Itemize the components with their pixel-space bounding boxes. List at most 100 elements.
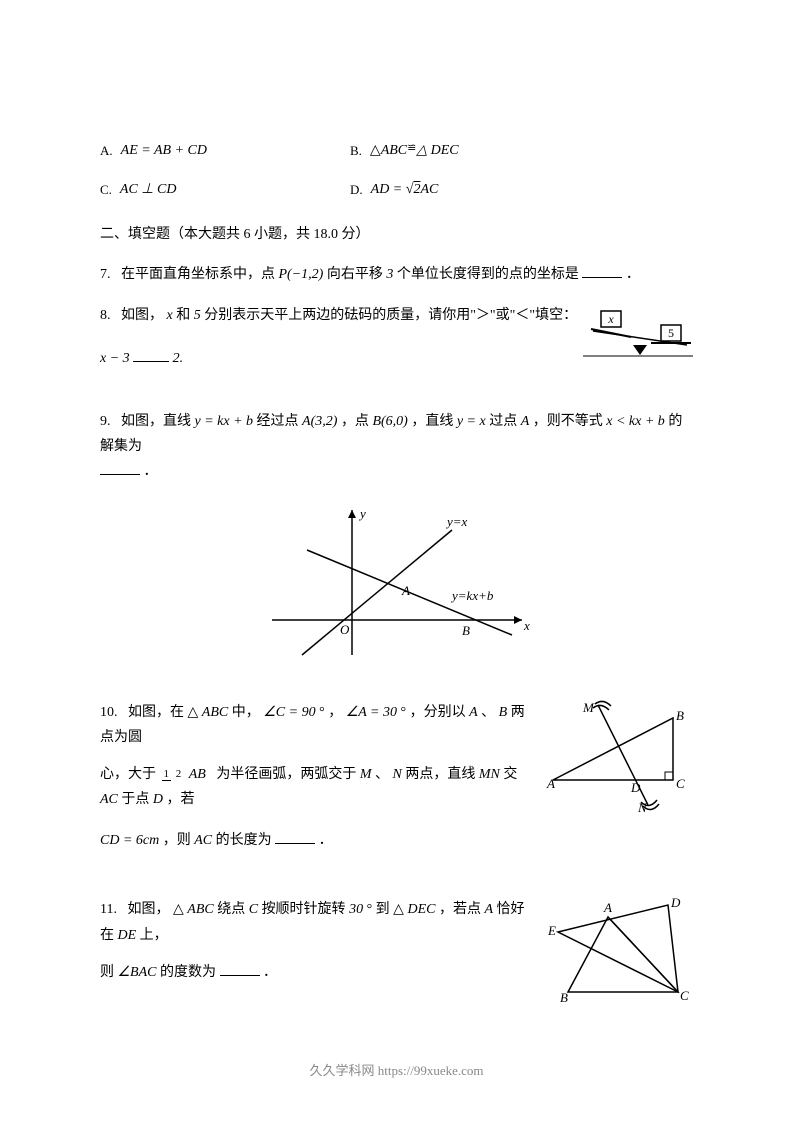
- q8-num: 8.: [100, 308, 111, 323]
- q10-t2: 中，: [232, 705, 260, 720]
- q8-weight-x: x: [607, 312, 614, 326]
- q9-A2: A: [521, 414, 530, 429]
- q10-tri: △ △ ABCABC: [188, 705, 229, 720]
- q10-line2: 心，大于 1 2 AB 为半径画弧，两弧交于 M 、 N 两点，直线 MN 交 …: [100, 762, 533, 812]
- q10-M: M: [360, 767, 372, 782]
- q11-fC: C: [680, 988, 689, 1003]
- q10-B: B: [499, 705, 508, 720]
- q8-blank: [133, 348, 169, 362]
- q9-num: 9.: [100, 414, 111, 429]
- q10-t8: 于点: [121, 792, 149, 807]
- q11-tri: △ ABC: [173, 902, 214, 917]
- q10-c1: ，: [328, 705, 342, 720]
- q11-blank: [220, 962, 260, 976]
- q10-sep2: 、: [375, 767, 389, 782]
- q11-period: ．: [263, 965, 277, 980]
- option-a-math: AE = AB + CD: [121, 138, 207, 163]
- q10-t6: 两点，直线: [405, 767, 475, 782]
- option-c-math: AC ⊥ CD: [120, 177, 177, 202]
- q11-deg: °: [367, 902, 373, 917]
- q9-eq1: y = kx + b: [195, 414, 254, 429]
- q9-t3: ，点: [341, 414, 369, 429]
- q8-line1: 8. 如图， x 和 5 分别表示天平上两边的砝码的质量，请你用"＞"或"＜"填…: [100, 303, 583, 328]
- option-b: B. △ABC≌△ DEC: [350, 138, 459, 163]
- q7-t3: 个单位长度得到的点的坐标是: [397, 267, 579, 282]
- option-d-math: AD = √2AC: [371, 177, 439, 202]
- q7-three: 3: [386, 267, 393, 282]
- q10-fM: M: [582, 700, 595, 715]
- q10-AC2: AC: [194, 833, 212, 848]
- q8-t3: 分别表示天平上两边的砝码的质量，请你用"＞"或"＜"填空：: [204, 308, 577, 323]
- q8-t1: 如图，: [121, 308, 163, 323]
- options-row-2: C. AC ⊥ CD D. AD = √2AC: [100, 177, 693, 202]
- q10-ang2: ∠A = 30: [346, 705, 397, 720]
- q10-ang1: ∠C = 90: [263, 705, 315, 720]
- q10-D: D: [153, 792, 163, 807]
- q9-line1label: y=x: [445, 514, 468, 529]
- q9-ptB: B(6,0): [372, 414, 407, 429]
- question-8: 8. 如图， x 和 5 分别表示天平上两边的砝码的质量，请你用"＞"或"＜"填…: [100, 303, 693, 373]
- q9-ylabel: y: [358, 506, 366, 521]
- q11-t4: 到: [376, 902, 390, 917]
- q11-ang: 30: [349, 902, 363, 917]
- option-a: A. AE = AB + CD: [100, 138, 350, 163]
- option-d: D. AD = √2AC: [350, 177, 438, 202]
- q10-frac: 1 2: [162, 769, 184, 780]
- q10-c2: ，分别以: [410, 705, 466, 720]
- q11-num: 11.: [100, 902, 117, 917]
- question-7: 7. 在平面直角坐标系中，点 P(−1,2) 向右平移 3 个单位长度得到的点的…: [100, 262, 693, 287]
- q10-line3: CD = 6cm ，则 AC 的长度为 ．: [100, 828, 533, 853]
- q8-x: x: [167, 308, 173, 323]
- q9-ineq: x < kx + b: [606, 414, 665, 429]
- q9-figure: y x y=x y=kx+b A B O: [252, 500, 542, 660]
- q11-DE: DE: [118, 928, 137, 943]
- q11-line1: 11. 如图， △ ABC 绕点 C 按顺时针旋转 30 ° 到 △ DEC ，…: [100, 897, 538, 947]
- q10-t9: ，若: [167, 792, 195, 807]
- q9-blank: [100, 461, 140, 475]
- q9-t2: 经过点: [257, 414, 299, 429]
- option-d-label: D.: [350, 178, 363, 201]
- option-c-label: C.: [100, 178, 112, 201]
- q11-t3: 按顺时针旋转: [262, 902, 346, 917]
- question-10: 10. 如图，在 △ △ ABCABC 中， ∠C = 90 ° ， ∠A = …: [100, 700, 693, 854]
- q10-N: N: [393, 767, 402, 782]
- q11-fB: B: [560, 990, 568, 1005]
- q11-t8: 则: [100, 965, 114, 980]
- q9-Alabel: A: [401, 583, 410, 598]
- q9-t6: ，则不等式: [533, 414, 603, 429]
- q10-cd: CD = 6cm: [100, 833, 159, 848]
- q7-pt: P(−1,2): [279, 267, 324, 282]
- q10-MN: MN: [479, 767, 500, 782]
- q11-text-block: 11. 如图， △ ABC 绕点 C 按顺时针旋转 30 ° 到 △ DEC ，…: [100, 897, 548, 985]
- q10-fA: A: [546, 776, 555, 791]
- q9-xlabel: x: [523, 618, 530, 633]
- q10-deg2: °: [400, 705, 406, 720]
- q9-ptA: A(3,2): [302, 414, 337, 429]
- q8-text-block: 8. 如图， x 和 5 分别表示天平上两边的砝码的质量，请你用"＞"或"＜"填…: [100, 303, 583, 371]
- q11-figure: A B C D E: [548, 897, 693, 1007]
- q8-expr2: 2.: [173, 351, 184, 366]
- q10-t5: 为半径画弧，两弧交于: [216, 767, 356, 782]
- q10-figure: A B C D M N: [543, 700, 693, 815]
- q11-t2: 绕点: [217, 902, 245, 917]
- q10-fC: C: [676, 776, 685, 791]
- q10-t1: 如图，在: [128, 705, 184, 720]
- q8-expr1: x − 3: [100, 351, 130, 366]
- q10-blank: [275, 830, 315, 844]
- q10-line1: 10. 如图，在 △ △ ABCABC 中， ∠C = 90 ° ， ∠A = …: [100, 700, 533, 750]
- q9-t4: ，直线: [411, 414, 453, 429]
- q11-t7: 上，: [140, 928, 168, 943]
- q7-blank: [582, 264, 622, 278]
- q8-line2: x − 3 2.: [100, 346, 583, 371]
- q7-t2: 向右平移: [327, 267, 383, 282]
- q11-t5: ，若点: [439, 902, 481, 917]
- q11-BAC: ∠BAC: [118, 965, 157, 980]
- q10-t4: 心，大于: [100, 767, 156, 782]
- q10-AC: AC: [100, 792, 118, 807]
- q9-line2label: y=kx+b: [450, 588, 494, 603]
- option-b-label: B.: [350, 139, 362, 162]
- q7-num: 7.: [100, 267, 111, 282]
- q9-t1: 如图，直线: [121, 414, 191, 429]
- q10-A: A: [469, 705, 478, 720]
- q10-text-block: 10. 如图，在 △ △ ABCABC 中， ∠C = 90 ° ， ∠A = …: [100, 700, 543, 854]
